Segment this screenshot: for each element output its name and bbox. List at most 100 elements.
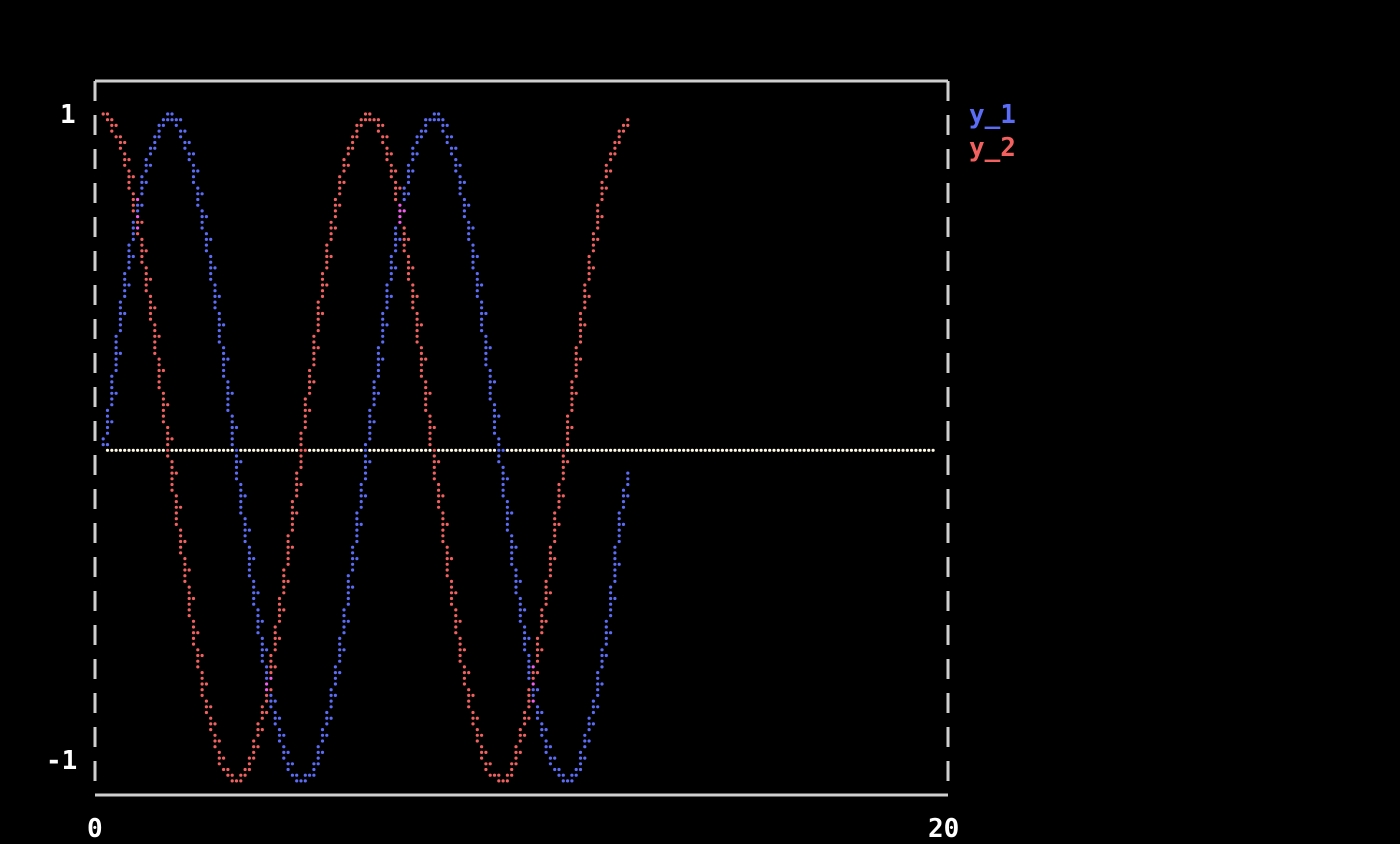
y2-line-dot [587, 277, 591, 281]
y1-line-dot [363, 443, 368, 447]
y2-line-dot [514, 750, 518, 755]
y2-line-dot [419, 351, 423, 355]
y1-line-dot [256, 631, 260, 635]
y2-line-dot [415, 340, 419, 344]
y2-line-dot [553, 511, 557, 515]
y1-line-dot [118, 300, 122, 304]
y1-line-dot [609, 608, 613, 612]
y2-line-dot [604, 175, 608, 179]
y2-line-dot [583, 294, 587, 298]
reference-line-dot [346, 448, 350, 452]
y2-line-dot [295, 482, 299, 487]
reference-line-dot [458, 448, 462, 452]
y2-line-dot [282, 568, 286, 572]
y1-line-dot [501, 477, 505, 481]
y1-line-dot [243, 528, 247, 532]
y2-line-dot [161, 368, 165, 373]
y2-line-dot [583, 323, 587, 327]
y2-line-dot [518, 739, 522, 743]
y2-line-dot [277, 636, 282, 641]
y1-line-dot [222, 368, 226, 373]
y2-line-dot [273, 636, 277, 641]
y1-line-dot [480, 300, 484, 304]
y2-line-dot [127, 180, 131, 184]
reference-line-dot [854, 448, 858, 452]
y1-line-dot [222, 374, 226, 378]
y2-line-dot [303, 397, 307, 401]
y2-line-dot [333, 203, 337, 207]
y1-line-dot [604, 631, 608, 635]
y2-line-dot [419, 346, 423, 350]
y2-line-dot [441, 522, 445, 527]
y1-line-dot [484, 357, 488, 361]
y1-line-dot [230, 420, 234, 424]
y1-line-dot [527, 676, 531, 680]
y2-line-dot [523, 722, 527, 726]
plot-dots [101, 112, 935, 783]
y1-line-dot [363, 448, 368, 452]
y1-line-dot [389, 266, 393, 270]
y2-line-dot [574, 357, 578, 361]
y1-line-dot [613, 557, 617, 561]
y1-line-dot [583, 733, 587, 737]
y1-line-dot [222, 323, 226, 327]
y2-line-dot [166, 454, 170, 458]
y1-line-dot [591, 710, 596, 715]
reference-line-dot [475, 448, 479, 452]
y1-line-dot [424, 129, 428, 133]
reference-line-dot [789, 448, 793, 452]
y1-line-dot [462, 209, 466, 213]
reference-line-dot [566, 448, 570, 452]
y1-line-dot [148, 152, 153, 156]
y1-line-dot [394, 232, 398, 236]
overlap-dot [398, 215, 402, 219]
y2-line-dot [303, 408, 307, 412]
y1-line-dot [187, 140, 191, 145]
y1-line-dot [230, 391, 234, 395]
reference-line-dot [682, 448, 686, 452]
y2-line-dot [316, 329, 320, 333]
y1-line-dot [260, 642, 264, 646]
y2-line-dot [458, 659, 462, 663]
y2-line-dot [587, 294, 591, 298]
y1-line-dot [213, 300, 217, 304]
y1-line-dot [256, 591, 260, 595]
y2-line-dot [351, 135, 355, 139]
y1-line-dot [626, 494, 630, 498]
y1-line-dot [540, 728, 544, 732]
y1-line-dot [492, 380, 497, 384]
y2-line-dot [157, 368, 161, 373]
y2-line-dot [191, 631, 196, 635]
reference-line-dot [669, 448, 673, 452]
y2-line-dot [553, 557, 557, 561]
y2-line-dot [604, 186, 608, 190]
y1-line-dot [247, 568, 251, 572]
y1-line-dot [501, 471, 505, 475]
y2-line-dot [566, 443, 570, 447]
y1-line-dot [359, 505, 363, 509]
y2-line-dot [411, 266, 415, 270]
reference-line-dot [187, 448, 191, 452]
y1-line-dot [609, 602, 613, 606]
y2-line-dot [105, 112, 110, 116]
y1-line-dot [273, 716, 277, 720]
y2-line-dot [587, 266, 591, 270]
y2-line-dot [540, 631, 544, 635]
y1-line-dot [505, 522, 509, 527]
y2-line-dot [540, 619, 544, 623]
reference-line-dot [467, 448, 471, 452]
y2-line-dot [282, 574, 286, 578]
reference-line-dot [445, 448, 449, 452]
y2-line-dot [105, 118, 110, 122]
y1-line-dot [277, 733, 282, 737]
y1-line-dot [312, 773, 316, 777]
y1-line-dot [497, 460, 501, 464]
y2-line-dot [424, 408, 428, 412]
y2-line-dot [368, 112, 372, 116]
y2-line-dot [437, 488, 441, 492]
y1-line-dot [217, 311, 221, 316]
y1-line-dot [578, 750, 583, 755]
reference-line-dot [372, 448, 376, 452]
reference-line-dot [742, 448, 746, 452]
y2-line-dot [411, 294, 415, 298]
